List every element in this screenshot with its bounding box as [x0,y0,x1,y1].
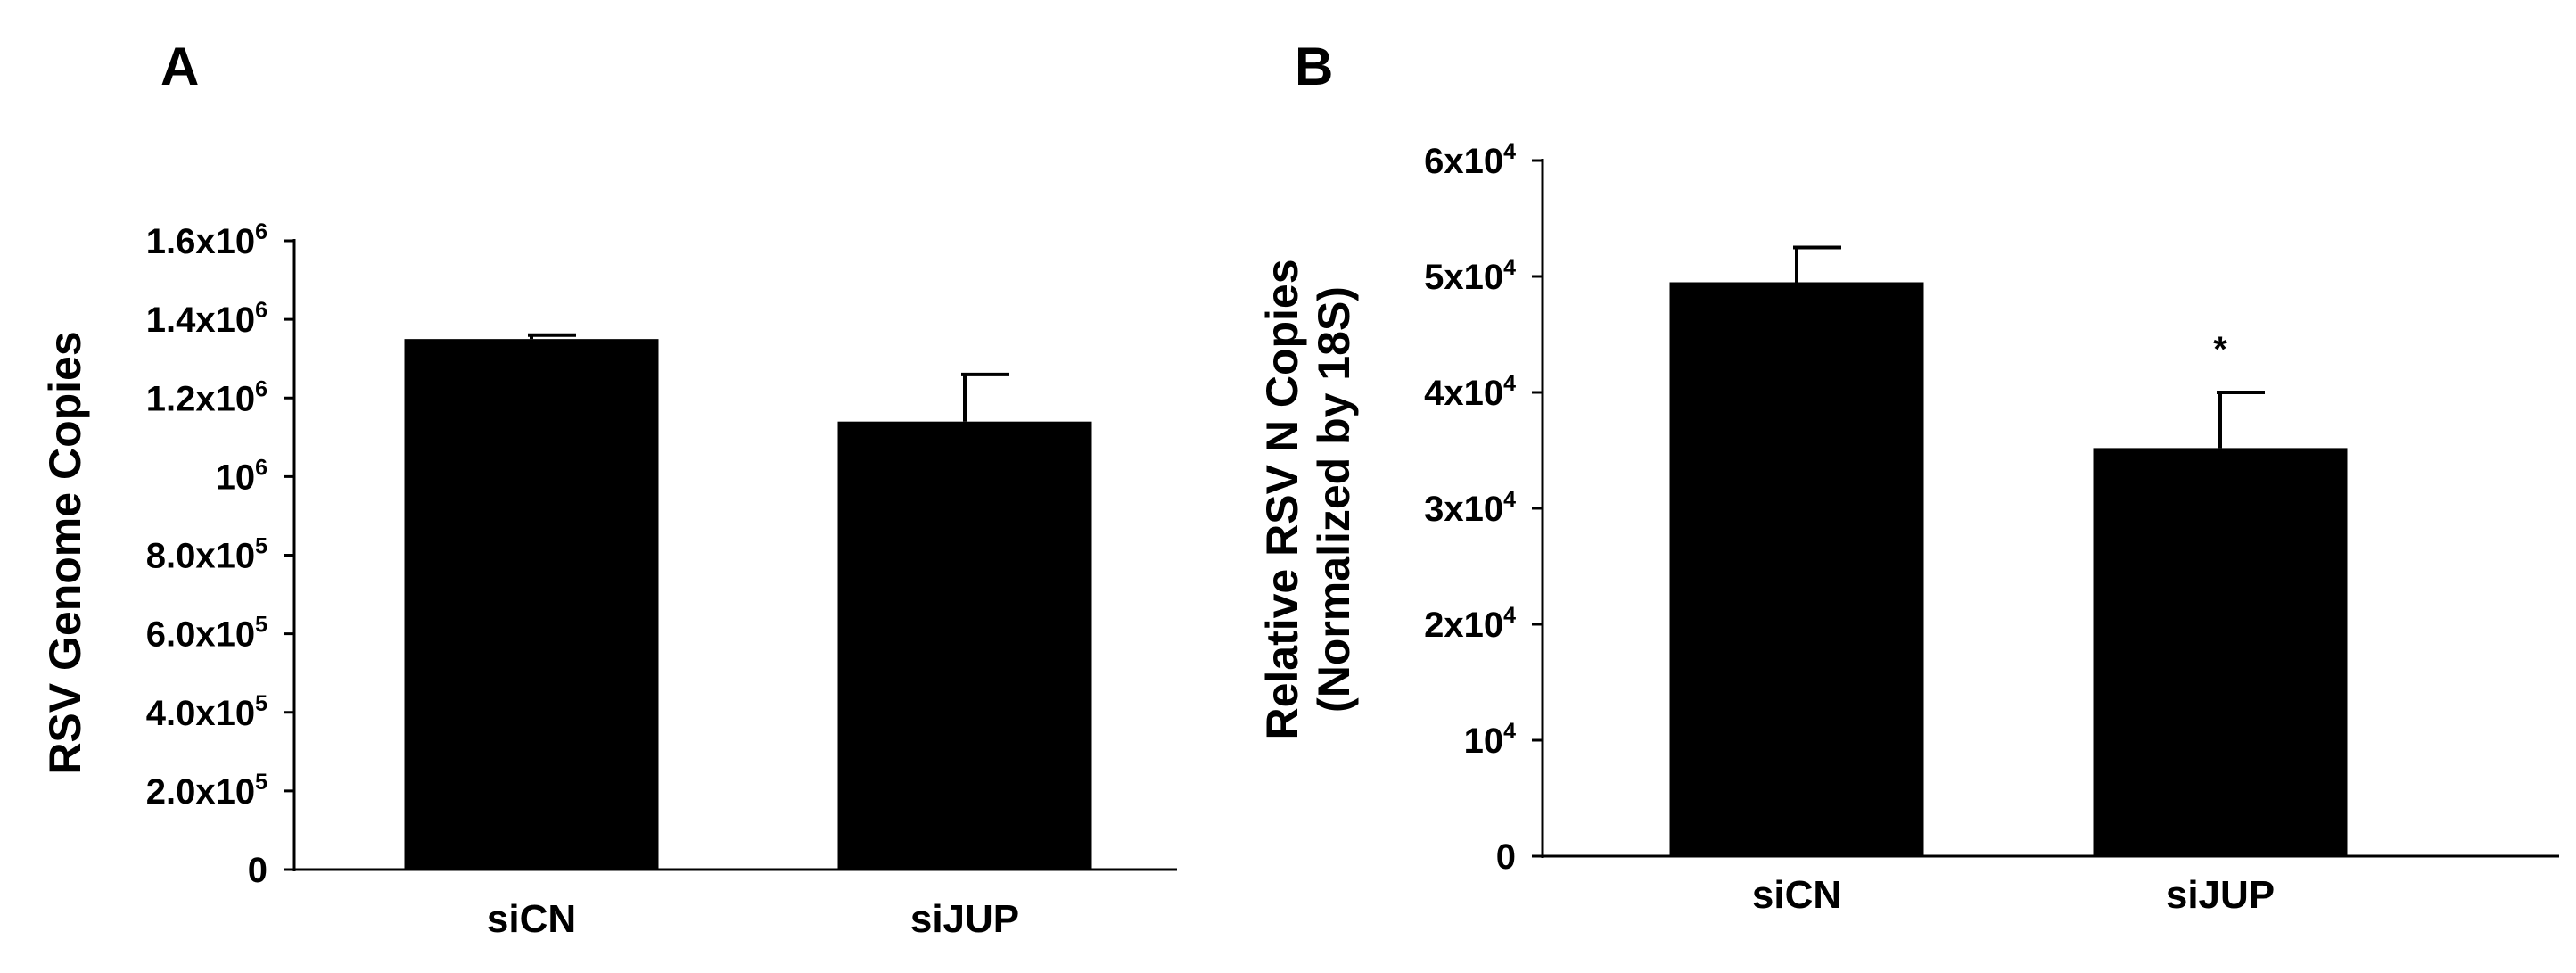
category-label: siCN [487,897,576,941]
y-axis-title: Relative RSV N Copies(Normalized by 18S) [1257,259,1359,739]
panel-letter: A [160,37,199,96]
y-tick-label: 106 [216,455,267,497]
y-tick-label: 6x104 [1424,139,1516,181]
y-tick-label: 5x104 [1424,255,1516,297]
y-tick-label: 8.0x105 [146,534,267,576]
y-tick-label: 4x104 [1424,371,1516,413]
y-tick-label: 0 [248,851,267,890]
y-tick-label: 1.4x106 [146,298,267,340]
category-label: siJUP [910,897,1019,941]
y-axis-title: RSV Genome Copies [40,331,90,774]
y-tick-label: 1.6x106 [146,219,267,261]
category-label: siJUP [2166,873,2275,917]
y-tick-label: 4.0x105 [146,691,267,733]
y-tick-label: 2.0x105 [146,770,267,812]
bar-sijup [837,421,1092,870]
category-label: siCN [1752,873,1841,917]
y-tick-label: 6.0x105 [146,613,267,655]
bar-sijup [2093,448,2348,856]
panel-letter: B [1295,37,1333,96]
y-tick-label: 3x104 [1424,487,1516,529]
y-tick-label: 0 [1496,837,1516,877]
y-tick-label: 1.2x106 [146,376,267,418]
y-tick-label: 2x104 [1424,603,1516,645]
bar-sicn [404,339,659,870]
significance-annotation: * [2213,330,2227,369]
bar-sicn [1669,282,1924,856]
y-tick-label: 104 [1464,719,1517,761]
